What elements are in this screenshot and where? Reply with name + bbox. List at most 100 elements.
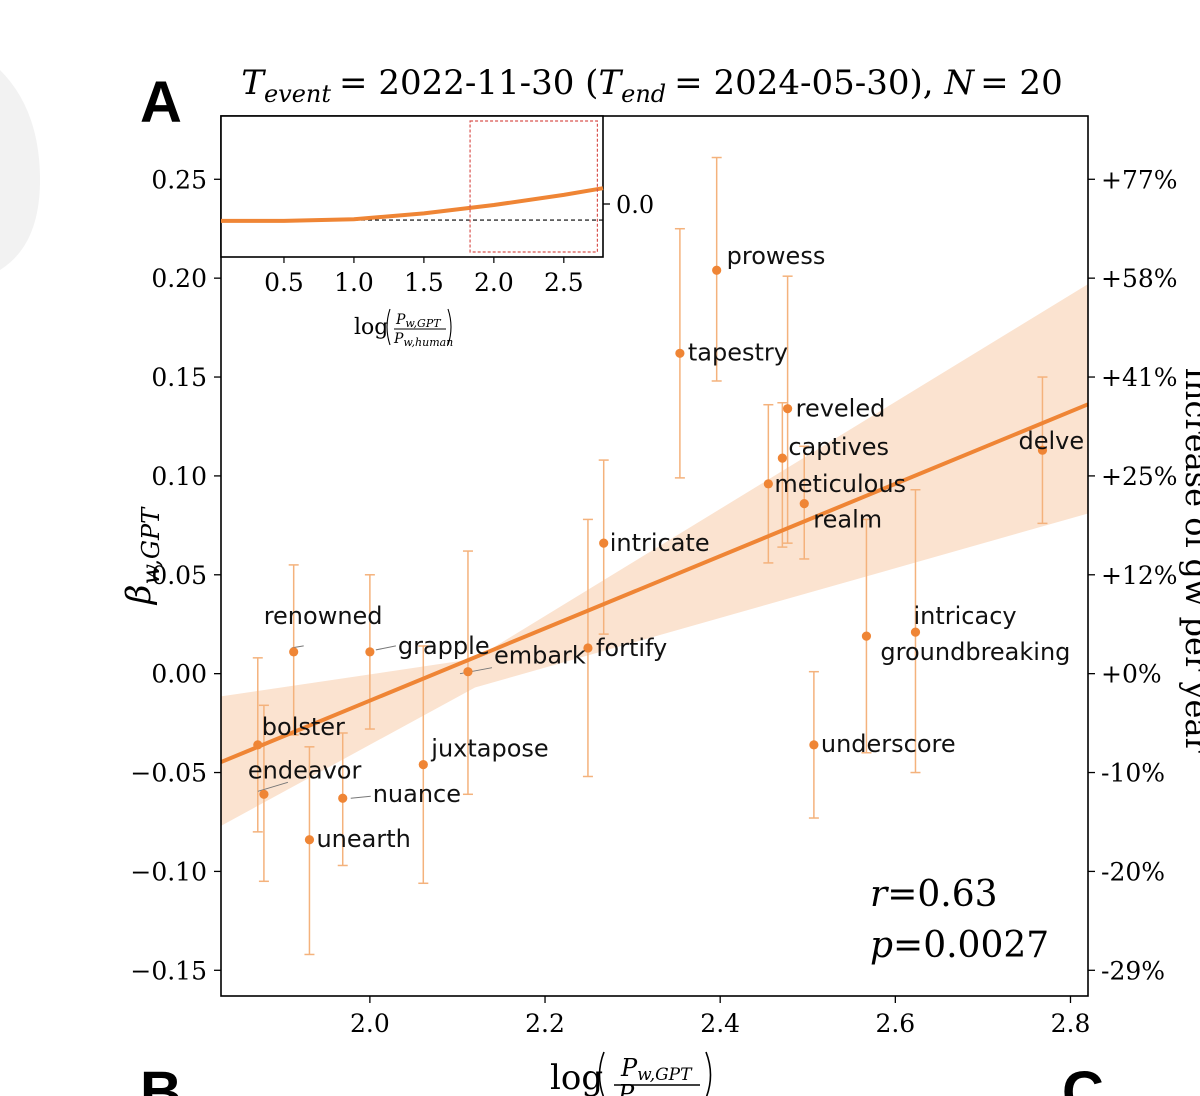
y-tick-label: 0.25 [151, 165, 207, 194]
svg-text:log: log [550, 1058, 603, 1096]
x-axis: 2.0 2.2 2.4 2.6 2.8 [350, 996, 1090, 1038]
point-unearth [304, 835, 315, 845]
x-tick-label: 2.6 [875, 1009, 915, 1038]
point-delve [1037, 445, 1048, 455]
point-prowess [712, 265, 722, 275]
inset-x-tick-label: 2.0 [474, 268, 514, 297]
point-groundbreaking [861, 631, 872, 641]
data-points [253, 265, 1048, 845]
right-y-tick-label: +0% [1101, 660, 1162, 689]
inset-x-axis-label: log Pw,GPT Pw,human [354, 308, 453, 349]
svg-text:0.0: 0.0 [616, 191, 654, 219]
y-tick-label: 0.00 [151, 660, 207, 689]
inset-curve [221, 186, 604, 223]
y-tick-label: 0.10 [151, 462, 207, 491]
inset-x-axis: 0.5 1.0 1.5 2.0 2.5 [264, 257, 584, 297]
label-juxtapose: juxtapose [430, 735, 548, 763]
main-plot: prowess tapestry reveled captives meticulous… [130, 115, 1178, 1038]
y-tick-label: 0.15 [151, 363, 207, 392]
point-renowned [289, 647, 299, 657]
svg-text:Pw,human: Pw,human [393, 331, 453, 349]
y-tick-label: 0.20 [151, 264, 207, 293]
plot-frame [220, 115, 1089, 997]
background-shape [0, 70, 40, 270]
right-y-tick-label: -10% [1101, 759, 1165, 788]
point-bolster [253, 740, 263, 750]
label-realm: realm [813, 506, 882, 534]
x-axis-label: log Pw,GPT P [550, 1051, 712, 1096]
label-renowned: renowned [264, 602, 383, 630]
right-y-tick-label: -20% [1101, 857, 1165, 886]
panel-letter-a: A [140, 70, 182, 135]
label-prowess: prowess [727, 242, 826, 270]
right-y-axis-label: Increase of gw per year [1178, 367, 1200, 753]
point-fortify [583, 643, 593, 653]
point-juxtapose [418, 760, 428, 770]
label-captives: captives [788, 433, 889, 461]
inset-highlight-region [469, 120, 599, 253]
label-bolster: bolster [262, 713, 345, 741]
point-labels: prowess tapestry reveled captives meticulous… [248, 242, 1084, 853]
point-intricacy [910, 627, 921, 637]
svg-text:P: P [617, 1080, 635, 1096]
x-tick-label: 2.2 [525, 1009, 565, 1038]
label-nuance: nuance [373, 780, 461, 808]
y-tick-label: 0.05 [151, 561, 207, 590]
label-groundbreaking: groundbreaking [880, 638, 1070, 666]
right-y-tick-label: +58% [1101, 264, 1178, 293]
leader-grapple [375, 645, 396, 651]
point-captives [777, 453, 787, 463]
inset-x-tick-label: 1.5 [404, 268, 444, 297]
point-reveled [783, 404, 793, 414]
label-delve: delve [1018, 427, 1084, 455]
y-tick-label: −0.10 [130, 857, 207, 886]
point-meticulous [763, 479, 773, 489]
svg-text:Pw,GPT: Pw,GPT [395, 312, 442, 330]
label-endeavor: endeavor [248, 756, 362, 784]
label-embark: embark [494, 642, 586, 670]
leader-endeavor [257, 781, 289, 792]
y-tick-label: −0.15 [130, 956, 207, 985]
point-realm [799, 498, 809, 509]
right-y-tick-label: +41% [1101, 363, 1178, 392]
inset-right-axis: 0.0 [603, 191, 654, 219]
panel-letter-b: B [140, 1060, 182, 1096]
regression-line [220, 402, 1089, 764]
correlation-stats: r=0.63 p=0.0027 [870, 874, 1049, 966]
right-y-tick-label: +77% [1101, 165, 1178, 194]
point-tapestry [675, 348, 685, 358]
right-y-tick-label: -29% [1101, 956, 1165, 985]
label-unearth: unearth [316, 825, 410, 853]
svg-text:Pw,GPT: Pw,GPT [620, 1054, 693, 1085]
label-underscore: underscore [821, 730, 956, 758]
inset-plot: 0.5 1.0 1.5 2.0 2.5 0.0 log Pw,GPT Pw,human [220, 115, 654, 349]
right-y-axis: -29% -20% -10% +0% +12% +25% +41% +58% +77% [1088, 165, 1178, 985]
error-bar-unearth [304, 746, 315, 956]
point-endeavor [259, 789, 269, 799]
point-grapple [365, 647, 375, 657]
x-tick-label: 2.0 [350, 1009, 390, 1038]
error-bar-captives [777, 401, 788, 548]
y-axis: −0.15 −0.10 −0.05 0.00 0.05 0.10 0.15 0.20 0.25 [130, 165, 221, 985]
svg-text:p=0.0027: p=0.0027 [870, 925, 1049, 966]
label-reveled: reveled [796, 395, 886, 423]
x-tick-label: 2.8 [1051, 1009, 1091, 1038]
y-tick-label: −0.05 [130, 759, 207, 788]
label-intricacy: intricacy [913, 602, 1016, 630]
right-y-tick-label: +25% [1101, 462, 1178, 491]
svg-text:r=0.63: r=0.63 [870, 874, 998, 915]
inset-x-tick-label: 2.5 [544, 268, 584, 297]
point-intricate [599, 538, 609, 548]
inset-x-tick-label: 0.5 [264, 268, 304, 297]
label-grapple: grapple [398, 632, 490, 660]
inset-x-tick-label: 1.0 [334, 268, 374, 297]
label-tapestry: tapestry [688, 338, 788, 366]
y-axis-label: βw,GPT [119, 506, 165, 606]
inset-background [220, 115, 604, 258]
label-fortify: fortify [596, 634, 667, 662]
x-tick-label: 2.4 [700, 1009, 740, 1038]
point-embark [463, 667, 473, 677]
right-y-tick-label: +12% [1101, 561, 1178, 590]
point-nuance [338, 793, 348, 803]
